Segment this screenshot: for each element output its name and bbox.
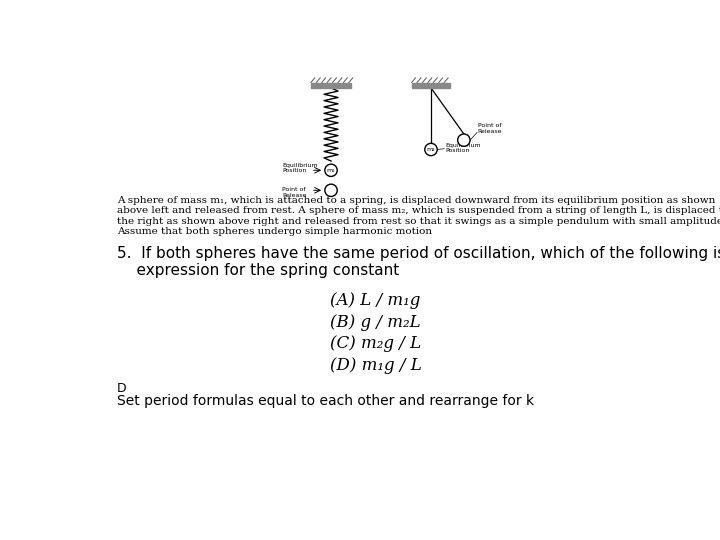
Circle shape	[325, 164, 337, 177]
Text: 5.  If both spheres have the same period of oscillation, which of the following : 5. If both spheres have the same period …	[117, 246, 720, 278]
Circle shape	[458, 134, 470, 146]
Text: Equilibrium
Position: Equilibrium Position	[282, 163, 318, 173]
Bar	[412, 83, 451, 88]
Text: (C) m₂g / L: (C) m₂g / L	[330, 335, 421, 352]
Text: Point of
Release: Point of Release	[282, 187, 307, 198]
Text: Point of
Release: Point of Release	[478, 123, 503, 134]
Bar	[311, 83, 351, 88]
Text: Equilibrium
Position: Equilibrium Position	[445, 143, 480, 153]
Text: A sphere of mass m₁, which is attached to a spring, is displaced downward from i: A sphere of mass m₁, which is attached t…	[117, 195, 720, 236]
Text: m₂: m₂	[427, 147, 436, 152]
Text: m₁: m₁	[327, 168, 336, 173]
Text: D: D	[117, 382, 127, 395]
Text: Set period formulas equal to each other and rearrange for k: Set period formulas equal to each other …	[117, 394, 534, 408]
Text: (A) L / m₁g: (A) L / m₁g	[330, 292, 420, 309]
Circle shape	[325, 184, 337, 197]
Text: (B) g / m₂L: (B) g / m₂L	[330, 314, 421, 330]
Text: (D) m₁g / L: (D) m₁g / L	[330, 356, 422, 374]
Circle shape	[425, 143, 437, 156]
